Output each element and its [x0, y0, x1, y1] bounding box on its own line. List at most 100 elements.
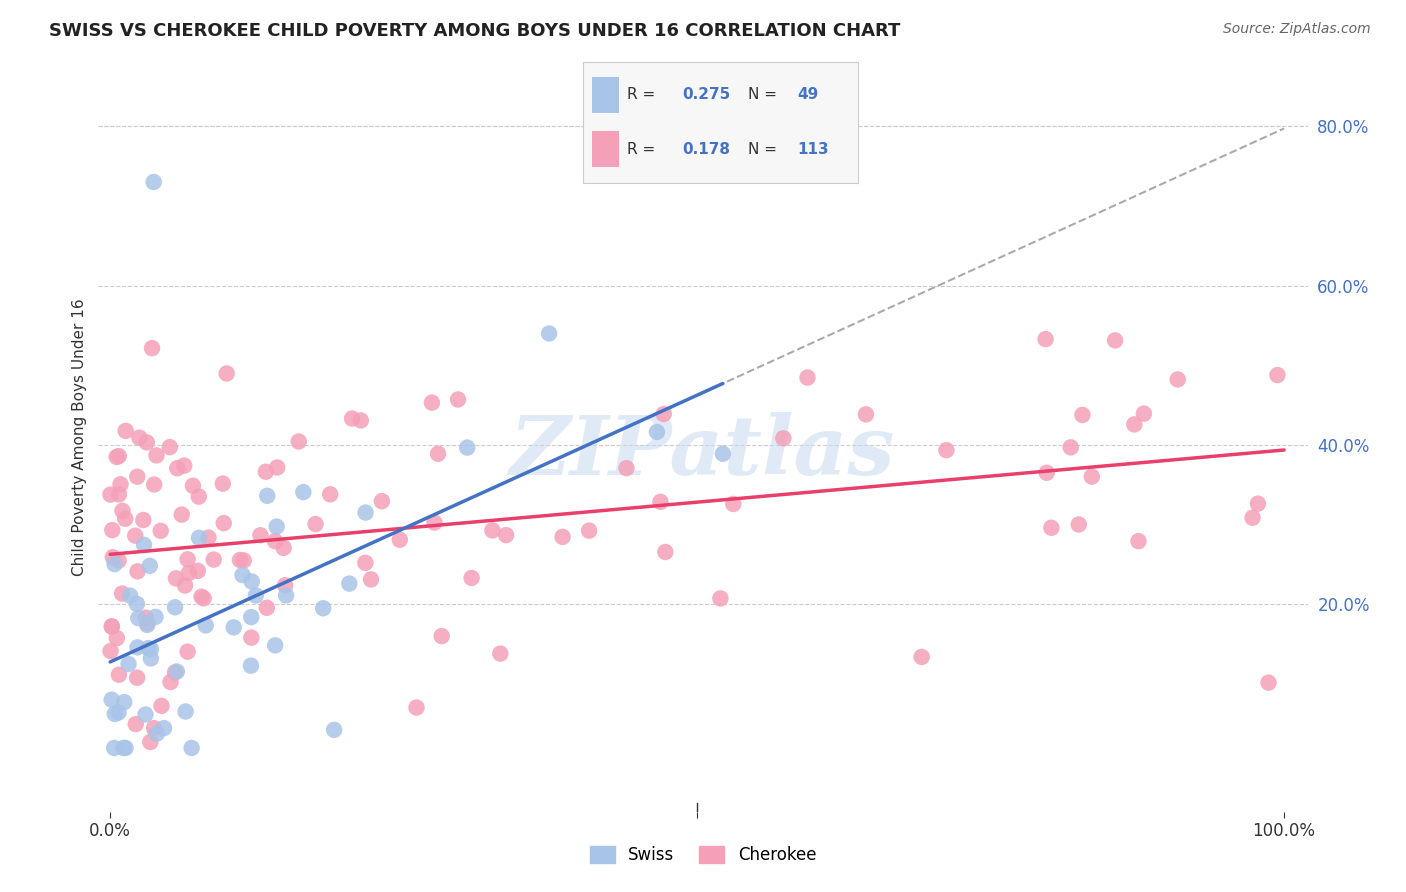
- Point: [145, 610, 167, 624]
- Point: [190, 590, 212, 604]
- Point: [166, 461, 188, 475]
- Point: [105, 450, 128, 464]
- Point: [323, 723, 346, 737]
- Point: [139, 642, 162, 657]
- Point: [796, 370, 818, 384]
- Text: N =: N =: [748, 142, 782, 157]
- Point: [105, 631, 128, 645]
- Point: [1081, 469, 1104, 483]
- Point: [240, 574, 263, 589]
- Point: [188, 531, 211, 545]
- Point: [136, 616, 159, 631]
- Point: [107, 553, 129, 567]
- Point: [495, 528, 517, 542]
- Point: [125, 717, 148, 731]
- Point: [354, 506, 377, 520]
- Point: [405, 700, 427, 714]
- Point: [1040, 521, 1063, 535]
- Point: [266, 460, 288, 475]
- Text: 49: 49: [797, 87, 818, 103]
- Point: [245, 589, 267, 603]
- Point: [578, 524, 600, 538]
- Point: [111, 586, 134, 600]
- Point: [1133, 407, 1156, 421]
- Point: [240, 610, 263, 624]
- Point: [538, 326, 561, 341]
- Point: [165, 571, 187, 585]
- Point: [112, 695, 135, 709]
- Legend: Swiss, Cherokee: Swiss, Cherokee: [583, 839, 823, 871]
- Point: [229, 553, 252, 567]
- Point: [287, 434, 309, 449]
- Point: [319, 487, 342, 501]
- Point: [127, 565, 149, 579]
- Text: ZIPatlas: ZIPatlas: [510, 412, 896, 492]
- Point: [1257, 675, 1279, 690]
- Point: [371, 494, 394, 508]
- Bar: [592, 77, 619, 113]
- Point: [136, 641, 159, 656]
- Point: [127, 611, 149, 625]
- Point: [166, 665, 188, 679]
- Point: [312, 601, 335, 615]
- Point: [139, 558, 162, 573]
- Point: [1167, 372, 1189, 386]
- Point: [125, 597, 148, 611]
- Point: [1060, 441, 1083, 455]
- Point: [187, 490, 209, 504]
- Point: [128, 431, 150, 445]
- Point: [460, 571, 482, 585]
- Point: [616, 461, 638, 475]
- Point: [935, 443, 957, 458]
- Point: [430, 629, 453, 643]
- Point: [276, 588, 298, 602]
- Point: [110, 477, 132, 491]
- Point: [127, 671, 149, 685]
- Point: [1035, 332, 1057, 346]
- Point: [1071, 408, 1094, 422]
- Point: [456, 441, 478, 455]
- Point: [551, 530, 574, 544]
- Point: [112, 741, 135, 756]
- Point: [173, 458, 195, 473]
- Point: [114, 512, 136, 526]
- Point: [240, 631, 263, 645]
- Point: [264, 534, 287, 549]
- Point: [489, 647, 512, 661]
- Point: [709, 591, 731, 606]
- Point: [127, 469, 149, 483]
- Point: [143, 477, 166, 491]
- Point: [101, 620, 124, 634]
- Point: [654, 545, 676, 559]
- Point: [103, 741, 125, 756]
- Point: [360, 573, 382, 587]
- Point: [153, 721, 176, 735]
- Point: [232, 553, 254, 567]
- Point: [420, 395, 443, 409]
- Point: [723, 497, 745, 511]
- Point: [1247, 497, 1270, 511]
- Point: [1035, 466, 1057, 480]
- Text: R =: R =: [627, 142, 661, 157]
- Point: [100, 644, 122, 658]
- Point: [111, 504, 134, 518]
- Point: [423, 516, 446, 530]
- Point: [174, 705, 197, 719]
- Point: [176, 645, 198, 659]
- Point: [256, 489, 278, 503]
- Point: [174, 578, 197, 592]
- Text: 0.275: 0.275: [682, 87, 731, 103]
- Point: [100, 692, 122, 706]
- Point: [264, 638, 287, 652]
- Point: [108, 487, 131, 501]
- Point: [143, 721, 166, 735]
- Point: [427, 447, 450, 461]
- Point: [232, 568, 254, 582]
- Point: [855, 408, 877, 422]
- Point: [1123, 417, 1146, 432]
- Point: [645, 425, 668, 439]
- Point: [202, 552, 225, 566]
- Point: [481, 524, 503, 538]
- Point: [108, 449, 131, 463]
- Point: [193, 591, 215, 606]
